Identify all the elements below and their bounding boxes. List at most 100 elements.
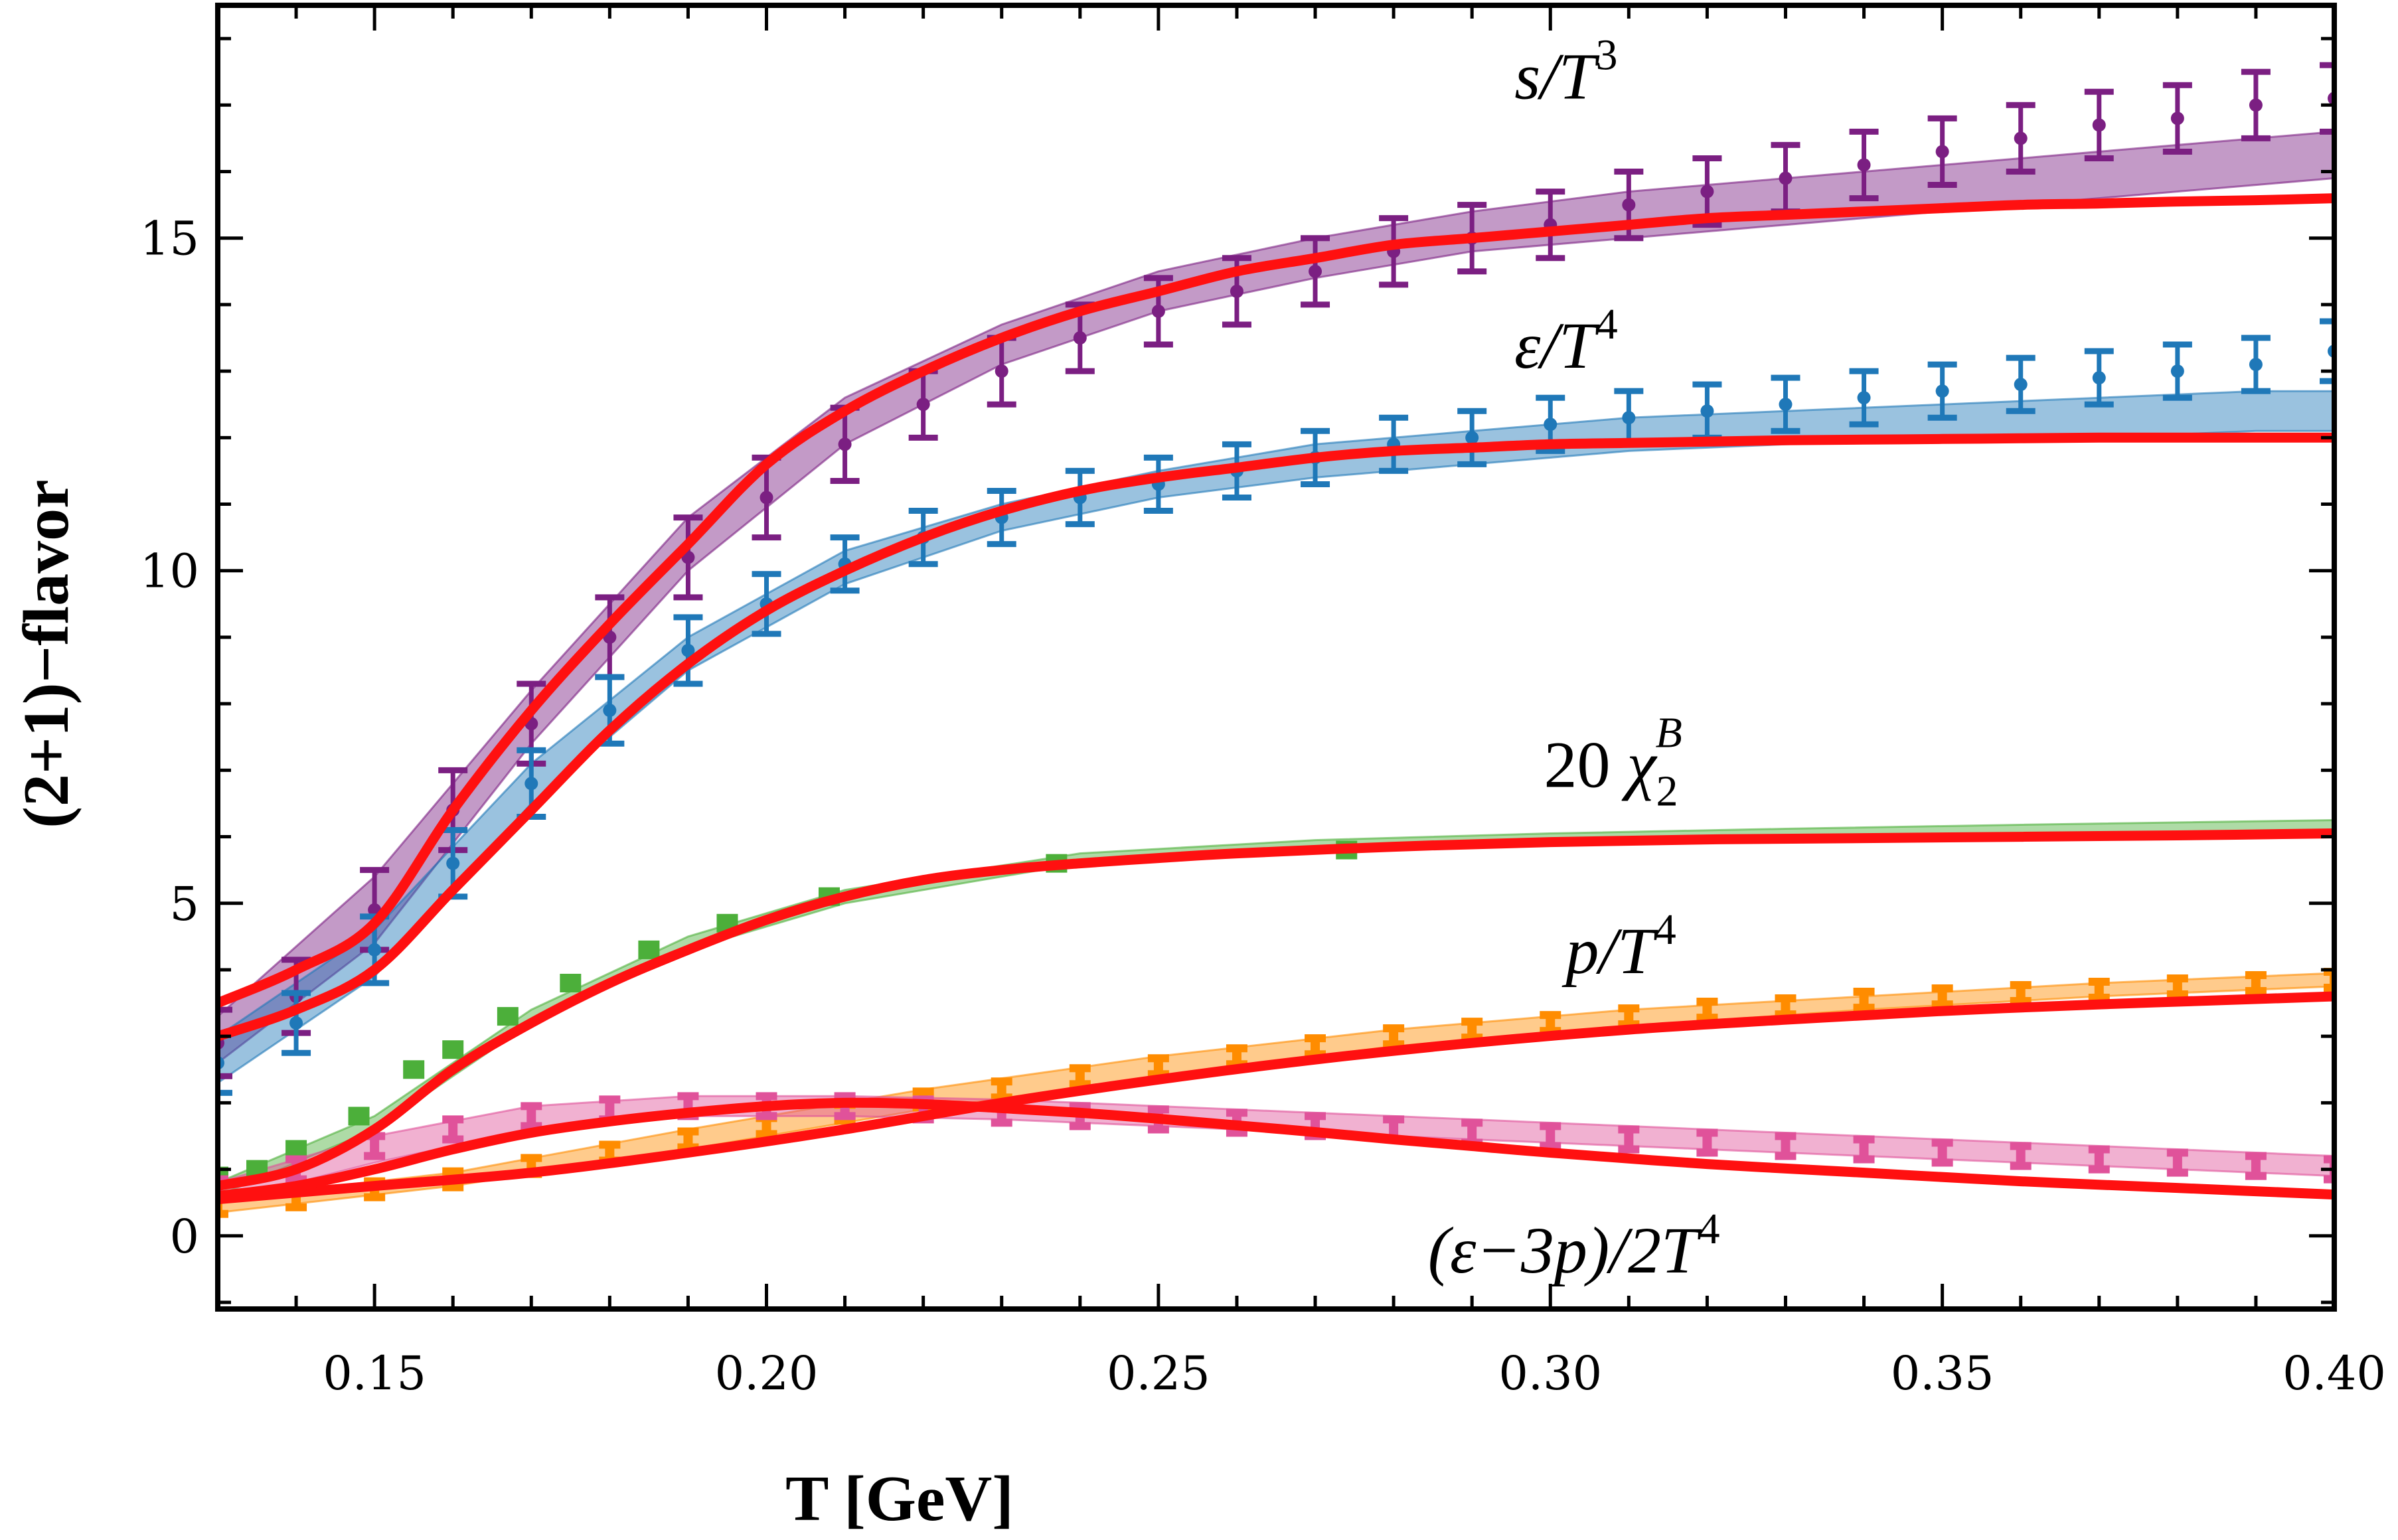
energy-data-point — [2092, 371, 2106, 385]
energy-errorbar — [1457, 408, 1487, 467]
pressure-errorbar — [2324, 967, 2334, 992]
y-tick-label: 5 — [169, 877, 199, 931]
energy-data-point — [1544, 418, 1558, 431]
trace-errorbar — [2010, 1142, 2032, 1170]
energy-model-curve — [218, 432, 2334, 1041]
trace-errorbar — [1696, 1128, 1718, 1157]
energy-data-point — [446, 856, 460, 870]
chi-model-curve — [218, 828, 2334, 1192]
energy-data-point — [289, 1016, 303, 1030]
energy-data-point — [1622, 411, 1636, 425]
entropy-data-point — [2092, 118, 2106, 132]
trace-errorbar — [520, 1102, 542, 1130]
trace-errorbar — [2166, 1148, 2188, 1177]
pressure-errorbar — [1696, 998, 1718, 1022]
energy-data-point — [603, 704, 617, 718]
energy-errorbar — [2084, 348, 2114, 408]
x-tick-label: 0.30 — [1498, 1346, 1602, 1401]
energy-data-point — [681, 643, 695, 657]
x-axis-title: T [GeV] — [785, 1463, 1014, 1535]
energy-errorbar — [673, 614, 703, 687]
trace-model-curve — [218, 1097, 2334, 1201]
chi-label-main: χ — [1621, 728, 1658, 801]
entropy-data-point — [1151, 304, 1165, 318]
entropy-label: s/T3 — [1514, 31, 1617, 113]
x-tick-label: 0.20 — [715, 1346, 819, 1401]
energy-data-point — [2249, 358, 2263, 372]
energy-errorbar — [2006, 354, 2036, 414]
y-tick-label: 10 — [140, 544, 199, 599]
chi-label-sub: 2 — [1656, 767, 1678, 815]
y-tick-label: 15 — [140, 212, 199, 266]
pressure-errorbar — [1853, 988, 1875, 1012]
energy-errorbar — [281, 990, 311, 1056]
energy-label-main: ε/T — [1514, 309, 1600, 382]
energy-label: ε/T4 — [1514, 300, 1618, 382]
trace-label-sup: 4 — [1698, 1205, 1720, 1253]
energy-errorbar — [2241, 335, 2271, 394]
model-curves — [218, 193, 2334, 1205]
energy-data-point — [1700, 404, 1714, 418]
entropy-data-point — [1857, 158, 1871, 172]
trace-errorbar — [2088, 1145, 2110, 1174]
chi-label-prefix: 20 — [1544, 728, 1627, 801]
entropy-data-point — [1309, 264, 1322, 278]
pressure-errorbar — [1931, 984, 1953, 1009]
energy-data-point — [1465, 431, 1479, 445]
entropy-data-point — [2014, 131, 2028, 145]
energy-data-point — [2170, 364, 2184, 378]
chi-label-sup: B — [1656, 708, 1682, 757]
chi-data-point — [560, 974, 582, 992]
entropy-errorbar — [1927, 115, 1957, 189]
x-tick-label: 0.25 — [1107, 1346, 1210, 1401]
energy-data-point — [368, 943, 382, 957]
x-tick-label: 0.40 — [2282, 1346, 2386, 1401]
entropy-data-point — [1230, 284, 1243, 298]
x-tick-label: 0.15 — [323, 1346, 426, 1401]
entropy-errorbar — [2006, 102, 2036, 175]
entropy-data-point — [1779, 171, 1793, 185]
pressure-errorbar — [2010, 981, 2032, 1006]
entropy-data-point — [759, 491, 773, 504]
entropy-label-main: s/T — [1514, 39, 1600, 113]
pressure-model-curve — [218, 991, 2334, 1205]
trace-errorbar — [2324, 1155, 2334, 1184]
y-axis-title: (2+1)−flavor — [11, 479, 82, 828]
trace-errorbar — [1853, 1135, 1875, 1164]
entropy-errorbar — [1301, 235, 1330, 308]
pressure-errorbar — [2088, 977, 2110, 1002]
tick-labels: 0.15 0.20 0.25 0.30 0.35 0.40 0 5 10 15 — [140, 212, 2386, 1401]
pressure-errorbar — [1383, 1024, 1405, 1049]
trace-label-main: (ε−3p)/2T — [1428, 1213, 1702, 1287]
chi-data-point — [497, 1007, 519, 1026]
entropy-errorbar — [2084, 88, 2114, 161]
energy-data-point — [524, 777, 538, 791]
chi-data-point — [348, 1107, 370, 1126]
entropy-errorbar — [1222, 255, 1251, 328]
entropy-data-point — [1935, 145, 1949, 159]
pressure-label-main: p/T — [1561, 914, 1658, 988]
axes — [215, 3, 2337, 1312]
energy-data-point — [1935, 384, 1949, 398]
entropy-data-point — [1700, 185, 1714, 198]
trace-errorbar — [1931, 1138, 1953, 1167]
trace-errorbar — [442, 1115, 464, 1144]
pressure-label-sup: 4 — [1654, 905, 1676, 954]
entropy-data-point — [916, 398, 930, 412]
entropy-model-curve — [218, 193, 2334, 1008]
energy-errorbar — [1849, 368, 1879, 427]
energy-errorbar — [2162, 341, 2192, 401]
energy-errorbar — [1927, 361, 1957, 421]
entropy-data-point — [1622, 198, 1636, 212]
energy-data-point — [2014, 378, 2028, 392]
pressure-errorbar — [1069, 1064, 1091, 1089]
chi-label: 20 χ2 B — [1544, 708, 1682, 815]
trace-band — [218, 1095, 2334, 1204]
trace-errorbar — [2245, 1152, 2267, 1180]
trace-errorbar — [1540, 1122, 1561, 1150]
plot-frame — [215, 3, 2337, 1312]
pressure-label: p/T4 — [1561, 905, 1676, 988]
energy-label-sup: 4 — [1596, 300, 1618, 348]
energy-errorbar — [1771, 374, 1800, 434]
